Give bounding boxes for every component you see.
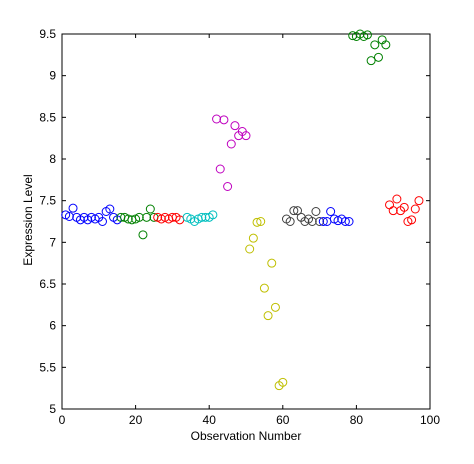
data-point: [392, 194, 402, 204]
data-point: [315, 217, 325, 226]
data-point: [366, 56, 376, 66]
data-point: [259, 283, 269, 293]
x-tick-label: 0: [59, 413, 66, 427]
y-axis-label: Expression Level: [21, 174, 35, 265]
data-point: [326, 207, 336, 216]
data-point: [105, 204, 115, 214]
data-point: [241, 131, 251, 141]
data-point: [215, 164, 225, 174]
y-tick-label: 5.5: [39, 360, 56, 374]
data-point: [388, 206, 398, 216]
data-point: [289, 206, 299, 216]
y-tick-label: 9: [49, 69, 56, 83]
data-point: [138, 230, 148, 240]
data-point: [219, 115, 229, 125]
data-point: [223, 182, 233, 191]
y-tick-label: 8: [49, 152, 56, 166]
data-point: [64, 212, 74, 221]
x-tick-label: 20: [129, 413, 143, 427]
data-point: [68, 203, 78, 213]
x-tick-label: 60: [276, 413, 290, 427]
data-point: [145, 204, 155, 214]
y-tick-label: 6: [49, 319, 56, 333]
data-point: [362, 30, 372, 40]
data-point: [248, 233, 258, 243]
data-point: [208, 210, 218, 220]
data-point: [226, 139, 236, 149]
x-tick-label: 40: [203, 413, 217, 427]
data-point: [318, 217, 328, 226]
data-point: [293, 206, 303, 216]
data-point: [311, 207, 321, 216]
data-point: [285, 217, 295, 226]
x-tick-label: 80: [350, 413, 364, 427]
data-point: [410, 204, 420, 214]
data-point: [123, 214, 133, 224]
data-point: [407, 215, 417, 225]
data-point: [399, 202, 409, 212]
data-point: [197, 212, 207, 222]
y-tick-label: 7.5: [39, 194, 56, 208]
data-point: [373, 52, 383, 62]
data-points: [61, 29, 424, 391]
data-point: [340, 217, 350, 226]
data-point: [212, 114, 222, 124]
data-point: [267, 258, 277, 268]
data-point: [142, 212, 152, 222]
data-point: [307, 217, 317, 226]
data-point: [381, 40, 391, 50]
data-point: [263, 311, 273, 321]
data-point: [344, 217, 354, 226]
x-axis-label: Observation Number: [191, 429, 302, 443]
y-tick-label: 5: [49, 402, 56, 416]
x-tick-label: 100: [420, 413, 440, 427]
data-point: [97, 217, 107, 226]
data-point: [278, 377, 288, 387]
data-point: [414, 196, 424, 206]
data-point: [270, 302, 280, 312]
data-point: [134, 212, 144, 222]
y-tick-label: 8.5: [39, 110, 56, 124]
data-point: [230, 121, 240, 131]
data-point: [252, 217, 262, 227]
plot-frame: [61, 33, 431, 410]
axes: 0 20 40 60 80 100 5 5.5 6 6.5 7 7.5 8 8.5 9 9.5: [39, 27, 440, 427]
data-point: [370, 40, 380, 50]
y-tick-label: 7: [49, 235, 56, 249]
y-tick-label: 9.5: [39, 27, 56, 41]
data-point: [245, 244, 255, 254]
y-tick-label: 6.5: [39, 277, 56, 291]
data-point: [256, 217, 266, 226]
